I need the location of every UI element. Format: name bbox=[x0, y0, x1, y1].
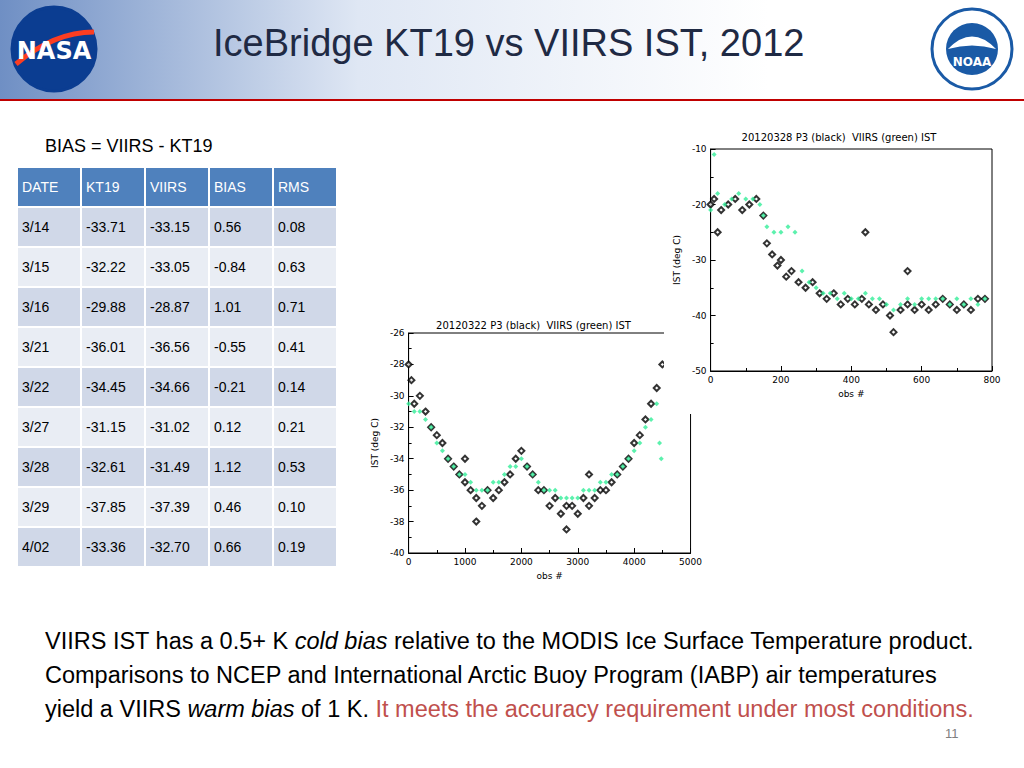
html-text:0.19: 0.19 bbox=[278, 539, 306, 555]
svg-text:obs #: obs # bbox=[838, 389, 864, 399]
svg-text:-34: -34 bbox=[390, 454, 405, 464]
svg-text:IST (deg C): IST (deg C) bbox=[672, 235, 682, 285]
html-text:VIIRS: VIIRS bbox=[150, 179, 187, 195]
html-text:RMS: RMS bbox=[278, 179, 310, 195]
svg-text:-50: -50 bbox=[692, 366, 707, 376]
html-text:0.63: 0.63 bbox=[278, 259, 306, 275]
svg-text:IST (deg C): IST (deg C) bbox=[370, 418, 380, 468]
html-text:KT19: KT19 bbox=[86, 179, 120, 195]
svg-text:-32: -32 bbox=[390, 422, 405, 432]
html-text:-32.22: -32.22 bbox=[86, 259, 126, 275]
svg-text:-36: -36 bbox=[390, 485, 405, 495]
html-text:BIAS: BIAS bbox=[214, 179, 246, 195]
html-text:-34.66: -34.66 bbox=[150, 379, 190, 395]
html-text:VIIRS IST has a 0.5+ K cold bi: VIIRS IST has a 0.5+ K cold bias relativ… bbox=[45, 628, 974, 722]
html-text:-36.56: -36.56 bbox=[150, 339, 190, 355]
html-text:0.21: 0.21 bbox=[278, 419, 306, 435]
html-text:3/21: 3/21 bbox=[22, 339, 50, 355]
html-text:-34.45: -34.45 bbox=[86, 379, 126, 395]
html-text:0.12: 0.12 bbox=[214, 419, 242, 435]
html-text:-32.61: -32.61 bbox=[86, 459, 126, 475]
svg-text:0: 0 bbox=[406, 557, 412, 567]
html-text:-31.15: -31.15 bbox=[86, 419, 126, 435]
svg-text:600: 600 bbox=[913, 375, 930, 385]
svg-text:5000: 5000 bbox=[679, 557, 702, 567]
html-text:0.14: 0.14 bbox=[278, 379, 306, 395]
html-text:4/02: 4/02 bbox=[22, 539, 50, 555]
svg-text:2000: 2000 bbox=[510, 557, 533, 567]
html-text:DATE: DATE bbox=[22, 179, 59, 195]
html-text:-33.71: -33.71 bbox=[86, 219, 126, 235]
svg-text:20120328 P3 (black) VIIRS (gr: 20120328 P3 (black) VIIRS (green) IST bbox=[742, 132, 938, 143]
html-text:-31.02: -31.02 bbox=[150, 419, 190, 435]
html-text:3/22: 3/22 bbox=[22, 379, 50, 395]
svg-text:800: 800 bbox=[983, 375, 1000, 385]
html-text:0.10: 0.10 bbox=[278, 499, 306, 515]
html-text:-33.36: -33.36 bbox=[86, 539, 126, 555]
html-text:-31.49: -31.49 bbox=[150, 459, 190, 475]
html-text:1.01: 1.01 bbox=[214, 299, 242, 315]
html-text:-32.70: -32.70 bbox=[150, 539, 190, 555]
html-text:-0.55: -0.55 bbox=[214, 339, 246, 355]
html-text:-33.15: -33.15 bbox=[150, 219, 190, 235]
html-text:3/29: 3/29 bbox=[22, 499, 50, 515]
html-text:3/28: 3/28 bbox=[22, 459, 50, 475]
html-text:3/16: 3/16 bbox=[22, 299, 50, 315]
svg-text:-30: -30 bbox=[692, 255, 707, 265]
html-text:-29.88: -29.88 bbox=[86, 299, 126, 315]
svg-text:3000: 3000 bbox=[566, 557, 589, 567]
svg-text:-40: -40 bbox=[692, 311, 707, 321]
html-text:0.56: 0.56 bbox=[214, 219, 242, 235]
html-text:IceBridge KT19 vs VIIRS IST, 2: IceBridge KT19 vs VIIRS IST, 2012 bbox=[213, 22, 805, 64]
svg-text:4000: 4000 bbox=[623, 557, 646, 567]
html-text:3/15: 3/15 bbox=[22, 259, 50, 275]
html-text:0.66: 0.66 bbox=[214, 539, 242, 555]
svg-text:-28: -28 bbox=[390, 359, 405, 369]
svg-text:-26: -26 bbox=[390, 328, 405, 338]
svg-text:-20: -20 bbox=[692, 200, 707, 210]
html-text:3/27: 3/27 bbox=[22, 419, 50, 435]
svg-text:-30: -30 bbox=[390, 391, 405, 401]
svg-text:400: 400 bbox=[843, 375, 860, 385]
html-text:-37.85: -37.85 bbox=[86, 499, 126, 515]
html-text:-33.05: -33.05 bbox=[150, 259, 190, 275]
svg-text:20120322 P3 (black) VIIRS (gr: 20120322 P3 (black) VIIRS (green) IST bbox=[436, 320, 632, 331]
svg-text:NOAA: NOAA bbox=[953, 55, 992, 69]
html-text:-28.87: -28.87 bbox=[150, 299, 190, 315]
html-text:0.08: 0.08 bbox=[278, 219, 306, 235]
html-text:11: 11 bbox=[945, 726, 959, 741]
html-text:0.53: 0.53 bbox=[278, 459, 306, 475]
svg-text:0: 0 bbox=[708, 375, 714, 385]
html-text:BIAS = VIIRS - KT19: BIAS = VIIRS - KT19 bbox=[45, 136, 213, 156]
svg-text:NASA: NASA bbox=[17, 37, 92, 65]
html-text:-36.01: -36.01 bbox=[86, 339, 126, 355]
html-text:0.41: 0.41 bbox=[278, 339, 306, 355]
html-text:-0.84: -0.84 bbox=[214, 259, 246, 275]
html-text:1.12: 1.12 bbox=[214, 459, 242, 475]
html-text:0.71: 0.71 bbox=[278, 299, 306, 315]
html-text:3/14: 3/14 bbox=[22, 219, 50, 235]
svg-text:-10: -10 bbox=[692, 144, 707, 154]
svg-text:obs #: obs # bbox=[536, 571, 562, 581]
svg-text:-40: -40 bbox=[390, 548, 405, 558]
svg-text:-38: -38 bbox=[390, 517, 405, 527]
html-text:-37.39: -37.39 bbox=[150, 499, 190, 515]
html-text:0.46: 0.46 bbox=[214, 499, 242, 515]
svg-text:200: 200 bbox=[772, 375, 789, 385]
html-text:-0.21: -0.21 bbox=[214, 379, 246, 395]
svg-text:1000: 1000 bbox=[454, 557, 477, 567]
